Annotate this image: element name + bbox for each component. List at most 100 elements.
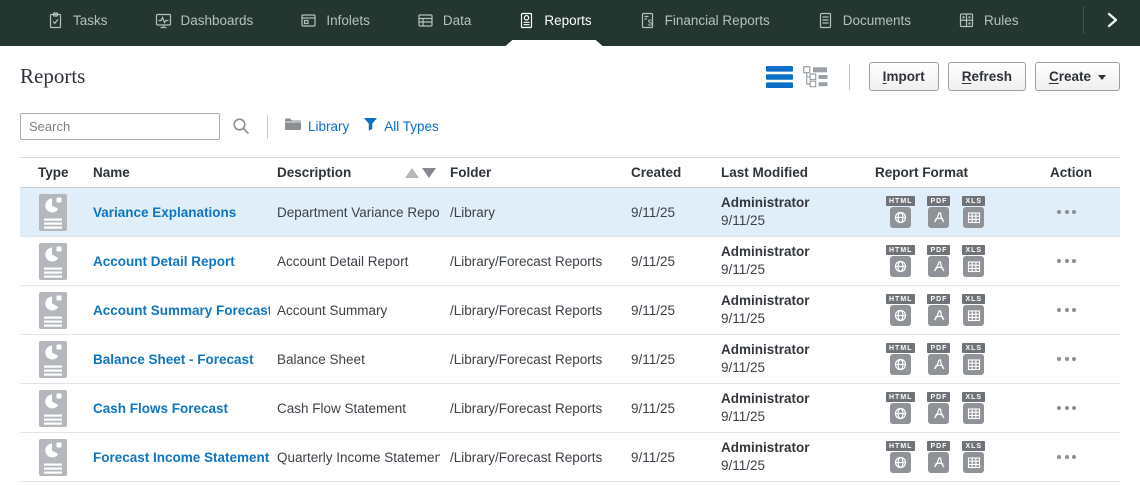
xls-format-icon[interactable]: XLS: [962, 441, 986, 473]
action-menu-button[interactable]: [1057, 202, 1076, 222]
import-button[interactable]: Import: [868, 62, 939, 91]
pdf-format-icon[interactable]: PDF: [927, 245, 951, 277]
html-format-icon[interactable]: HTML: [886, 343, 916, 375]
table-row[interactable]: Account Summary Forecast Account Summary…: [20, 286, 1120, 335]
sort-descending-icon[interactable]: [422, 167, 436, 178]
page-title: Reports: [20, 64, 86, 88]
chevron-down-icon: [1098, 75, 1106, 80]
xls-format-icon[interactable]: XLS: [962, 294, 986, 326]
refresh-button[interactable]: Refresh: [947, 62, 1026, 91]
nav-item-label: Rules: [983, 12, 1019, 28]
all-types-filter-link[interactable]: All Types: [363, 117, 439, 136]
action-menu-button[interactable]: [1057, 300, 1076, 320]
report-name-link[interactable]: Balance Sheet - Forecast: [93, 351, 254, 367]
report-last-modified: Administrator 9/11/25: [710, 390, 870, 426]
dashboards-icon: [155, 12, 172, 29]
report-name-link[interactable]: Account Detail Report: [93, 253, 235, 269]
nav-item-dashboards[interactable]: Dashboards: [155, 0, 253, 40]
report-folder: /Library/Forecast Reports: [450, 400, 603, 416]
table-row[interactable]: Variance Explanations Department Varianc…: [20, 188, 1120, 237]
action-menu-button[interactable]: [1057, 398, 1076, 418]
nav-item-rules[interactable]: Rules: [958, 0, 1019, 40]
modified-by: Administrator: [721, 439, 810, 455]
tasks-icon: [47, 11, 64, 29]
filter-divider: [267, 114, 268, 139]
filter-row: Library All Types: [0, 91, 1140, 140]
report-created-date: 9/11/25: [631, 351, 676, 367]
report-folder: /Library/Forecast Reports: [450, 351, 603, 367]
documents-icon: [817, 12, 834, 29]
pdf-format-icon[interactable]: PDF: [927, 441, 951, 473]
pdf-format-icon[interactable]: PDF: [927, 392, 951, 424]
search-input[interactable]: [20, 113, 220, 140]
column-header-created: Created: [631, 165, 682, 180]
column-header-action: Action: [1050, 165, 1092, 180]
modified-date: 9/11/25: [721, 409, 766, 424]
sort-ascending-icon[interactable]: [405, 167, 419, 178]
nav-item-financial-reports[interactable]: $ Financial Reports: [639, 0, 770, 40]
nav-item-label: Financial Reports: [664, 12, 770, 28]
xls-format-icon[interactable]: XLS: [962, 245, 986, 277]
chevron-right-icon[interactable]: [1084, 11, 1140, 29]
action-menu-button[interactable]: [1057, 251, 1076, 271]
report-created-date: 9/11/25: [631, 204, 676, 220]
create-button[interactable]: Create: [1034, 62, 1120, 91]
pdf-format-icon[interactable]: PDF: [927, 196, 951, 228]
column-header-type: Type: [38, 165, 69, 180]
report-name-link[interactable]: Forecast Income Statement…: [93, 449, 270, 465]
report-folder: /Library/Forecast Reports: [450, 449, 603, 465]
html-format-icon[interactable]: HTML: [886, 392, 916, 424]
table-row[interactable]: Balance Sheet - Forecast Balance Sheet /…: [20, 335, 1120, 384]
column-header-folder: Folder: [450, 165, 492, 180]
tree-view-icon[interactable]: [802, 65, 828, 88]
report-description: Department Variance Report: [277, 204, 440, 220]
report-format-cell: HTML PDF XLS: [870, 245, 1040, 277]
nav-item-label: Reports: [544, 12, 592, 28]
table-row[interactable]: Account Detail Report Account Detail Rep…: [20, 237, 1120, 286]
report-format-cell: HTML PDF XLS: [870, 343, 1040, 375]
table-row[interactable]: Forecast Income Statement… Quarterly Inc…: [20, 433, 1120, 482]
report-folder: /Library/Forecast Reports: [450, 253, 603, 269]
html-format-icon[interactable]: HTML: [886, 294, 916, 326]
report-name-link[interactable]: Variance Explanations: [93, 204, 237, 220]
list-view-icon[interactable]: [765, 65, 793, 88]
library-folder-link[interactable]: Library: [284, 117, 349, 136]
xls-format-icon[interactable]: XLS: [962, 392, 986, 424]
financial-reports-icon: $: [639, 12, 656, 29]
rules-icon: [958, 12, 975, 29]
report-name-link[interactable]: Account Summary Forecast: [93, 302, 270, 318]
pdf-format-icon[interactable]: PDF: [927, 294, 951, 326]
report-description: Cash Flow Statement: [277, 400, 407, 416]
nav-item-reports[interactable]: Reports: [518, 0, 592, 40]
nav-item-documents[interactable]: Documents: [817, 0, 911, 40]
report-last-modified: Administrator 9/11/25: [710, 439, 870, 475]
html-format-icon[interactable]: HTML: [886, 441, 916, 473]
nav-item-tasks[interactable]: Tasks: [47, 0, 108, 40]
action-menu-button[interactable]: [1057, 447, 1076, 467]
pdf-format-icon[interactable]: PDF: [927, 343, 951, 375]
report-format-cell: HTML PDF XLS: [870, 392, 1040, 424]
table-row[interactable]: Cash Flows Forecast Cash Flow Statement …: [20, 384, 1120, 433]
nav-item-label: Data: [442, 12, 472, 28]
report-type-icon: [20, 242, 85, 280]
report-description: Account Summary: [277, 302, 388, 318]
report-created-date: 9/11/25: [631, 449, 676, 465]
library-link-label: Library: [308, 119, 350, 134]
report-name-link[interactable]: Cash Flows Forecast: [93, 400, 229, 416]
report-type-icon: [20, 438, 85, 476]
action-menu-button[interactable]: [1057, 349, 1076, 369]
nav-item-data[interactable]: Data: [417, 0, 472, 40]
html-format-icon[interactable]: HTML: [886, 196, 916, 228]
filter-funnel-icon: [363, 117, 378, 136]
modified-by: Administrator: [721, 341, 810, 357]
html-format-icon[interactable]: HTML: [886, 245, 916, 277]
nav-item-infolets[interactable]: Infolets: [300, 0, 370, 40]
xls-format-icon[interactable]: XLS: [962, 343, 986, 375]
search-icon[interactable]: [232, 117, 251, 136]
report-created-date: 9/11/25: [631, 302, 676, 318]
xls-format-icon[interactable]: XLS: [962, 196, 986, 228]
report-last-modified: Administrator 9/11/25: [710, 292, 870, 328]
view-toggle: [765, 65, 828, 88]
modified-date: 9/11/25: [721, 360, 766, 375]
report-last-modified: Administrator 9/11/25: [710, 243, 870, 279]
